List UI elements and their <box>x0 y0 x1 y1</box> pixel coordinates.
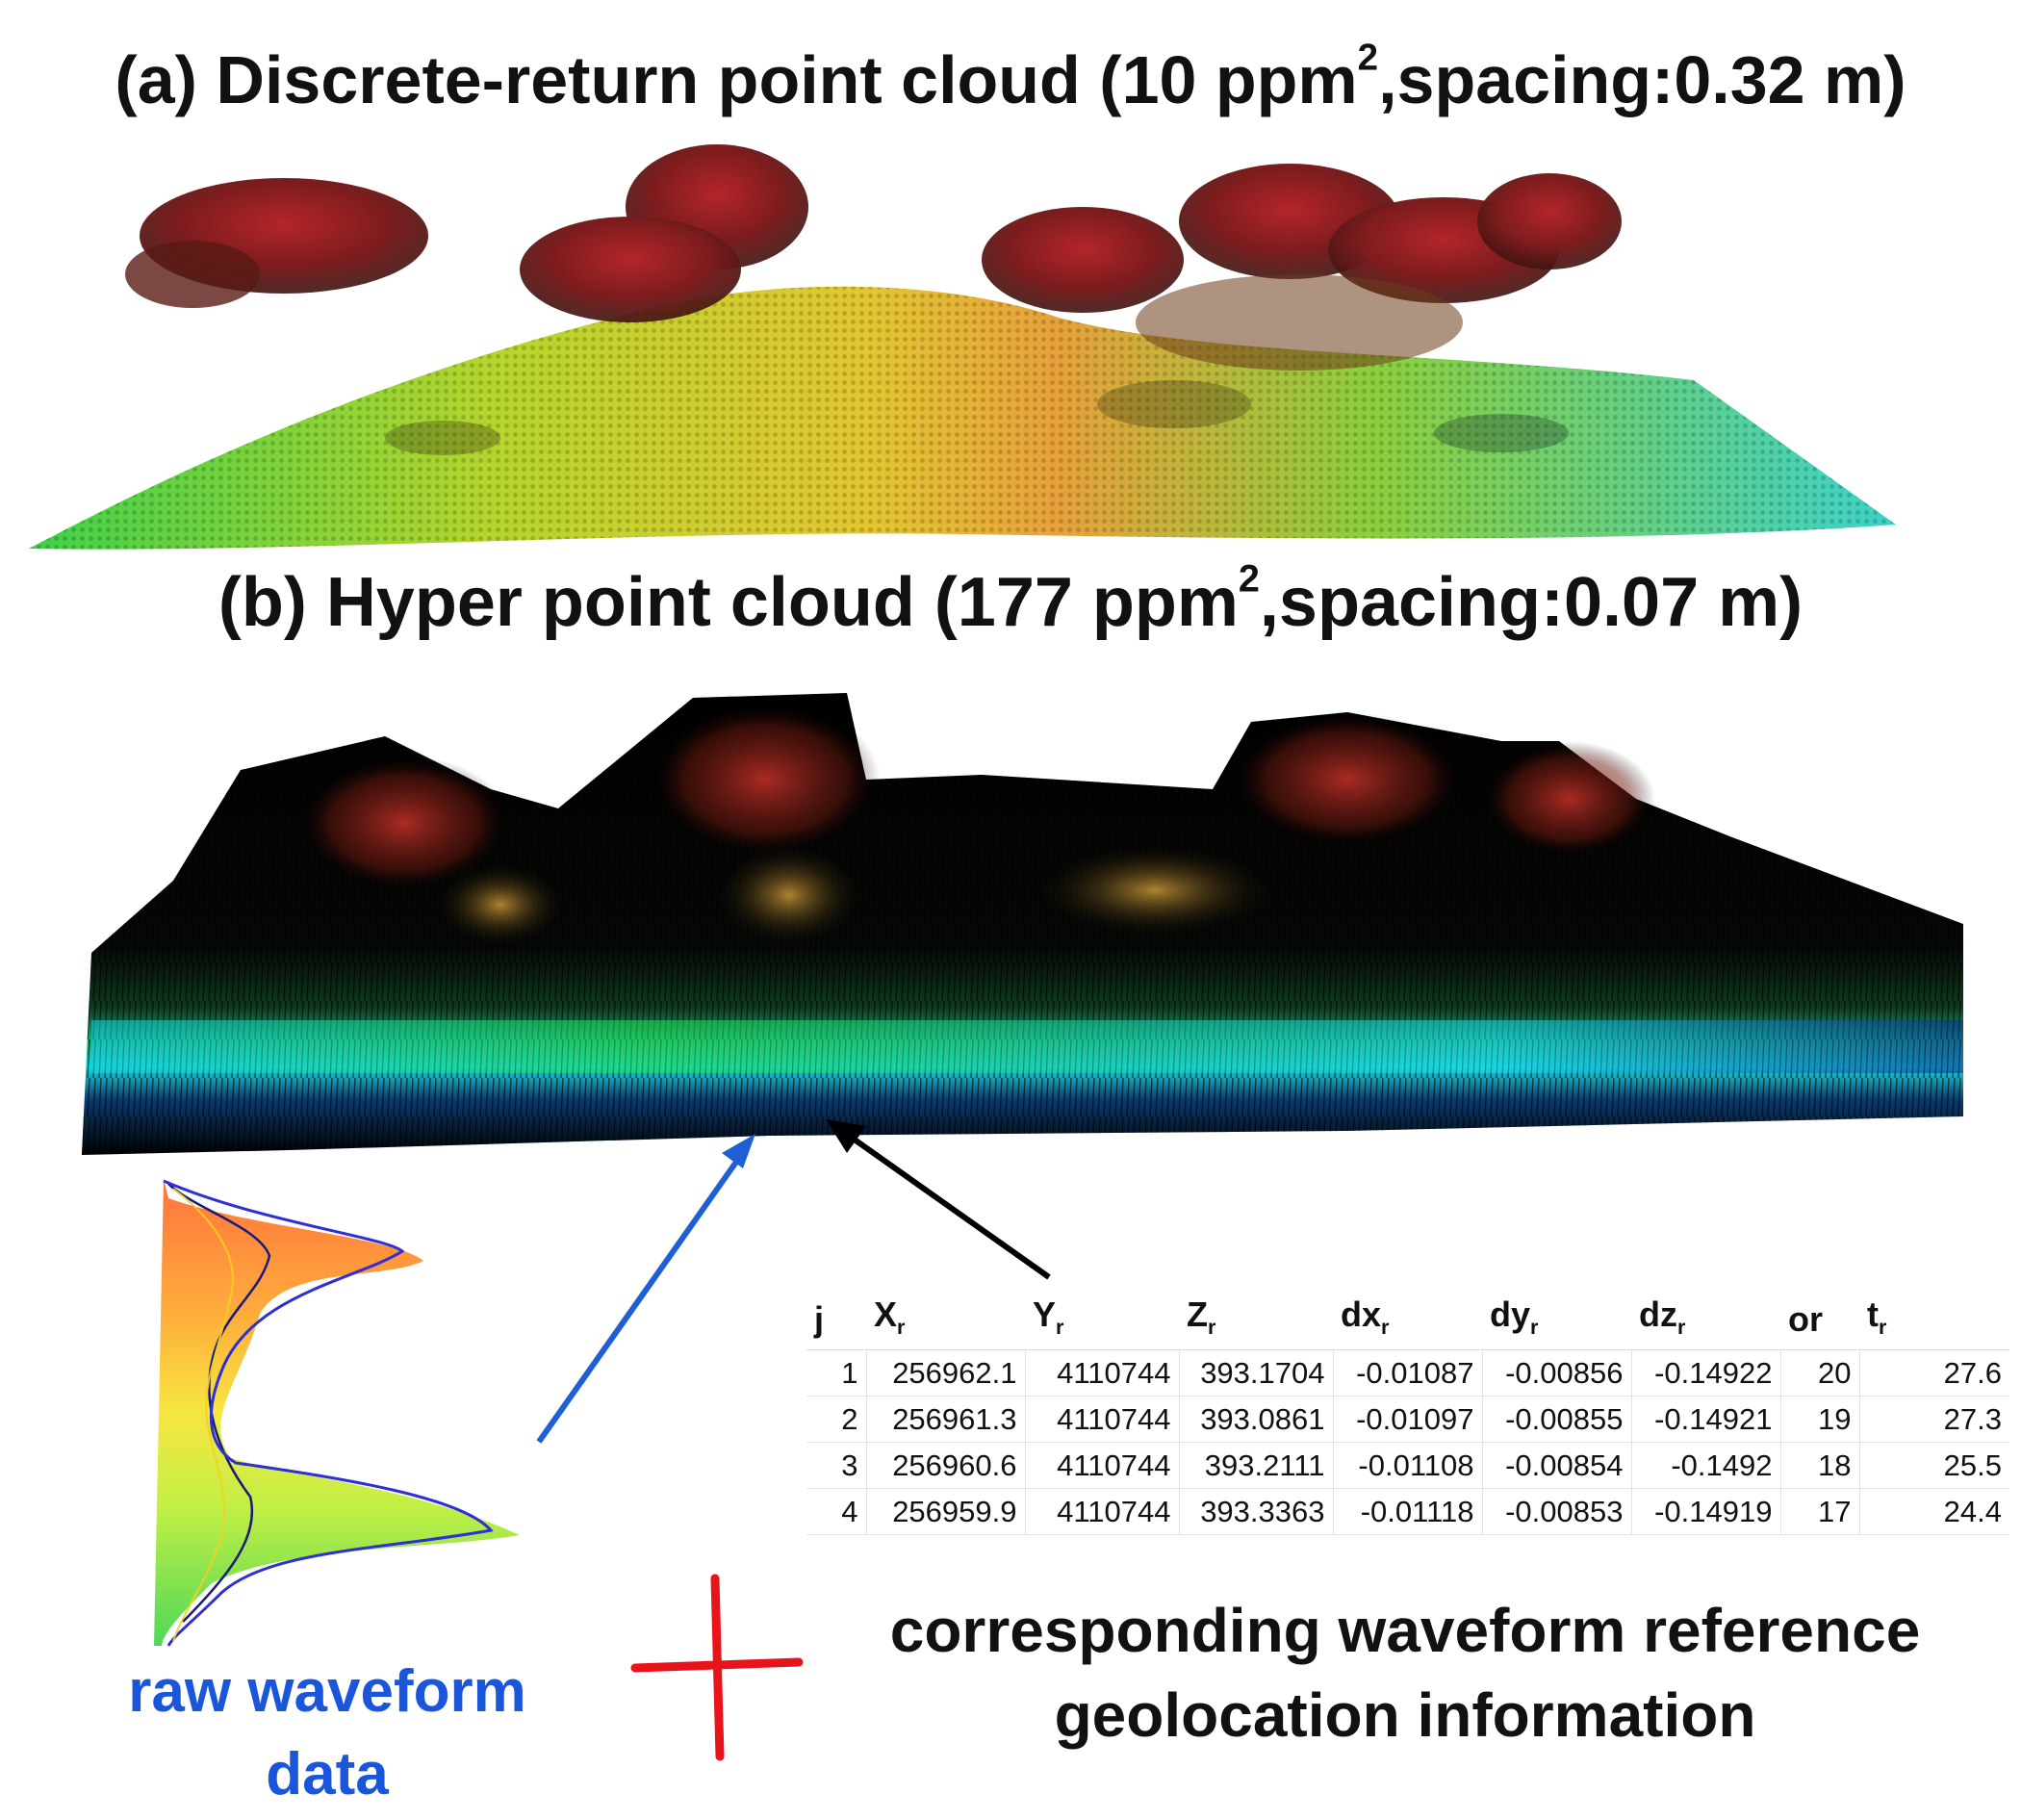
raw-waveform-label-line2: data <box>266 1741 389 1807</box>
waveform-envelope <box>154 1179 520 1646</box>
table-header-cell: dyr <box>1482 1272 1631 1350</box>
table-cell: -0.14922 <box>1631 1349 1781 1397</box>
red-plus-horizontal <box>630 1657 804 1673</box>
raw-waveform-label-line1: raw waveform <box>128 1658 526 1725</box>
table-header-cell: Xr <box>866 1272 1025 1350</box>
table-header-row: j Xr Yr Zr dxr dyr dzr or tr <box>806 1272 2009 1350</box>
table-header-cell: Yr <box>1025 1272 1179 1350</box>
table-header-cell: dzr <box>1631 1272 1780 1350</box>
hyper-point-cloud <box>82 693 1963 1155</box>
table-cell: -0.01097 <box>1333 1396 1483 1443</box>
table-cell: -0.00856 <box>1482 1349 1632 1397</box>
table-row: 4 256959.9 4110744 393.3363 -0.01118 -0.00853… <box>806 1488 2009 1535</box>
table-cell: 27.3 <box>1859 1396 2009 1443</box>
table-cell: 1 <box>806 1349 867 1397</box>
black-arrow-head <box>826 1119 866 1153</box>
table-header-cell: Zr <box>1179 1272 1333 1350</box>
table-cell: 27.6 <box>1859 1349 2009 1397</box>
blue-arrow-shaft <box>536 1156 742 1444</box>
table-cell: 256961.3 <box>866 1396 1026 1443</box>
table-cell: 256959.9 <box>866 1488 1026 1535</box>
table-cell: 4110744 <box>1025 1349 1180 1397</box>
hyper-canopy-highlights <box>298 703 1655 948</box>
table-cell: -0.00855 <box>1482 1396 1632 1443</box>
table-cell: 20 <box>1780 1349 1860 1397</box>
tree-canopies <box>125 144 1622 455</box>
raw-waveform-label: raw waveform data <box>58 1651 597 1816</box>
geolocation-table: j Xr Yr Zr dxr dyr dzr or tr 1 256962.1 4110744 393… <box>806 1272 2009 1535</box>
table-cell: 393.1704 <box>1179 1349 1334 1397</box>
table-cell: -0.1492 <box>1631 1442 1781 1489</box>
title-b: (b) Hyper point cloud (177 ppm2,spacing:… <box>217 557 1804 641</box>
table-cell: 4110744 <box>1025 1442 1180 1489</box>
table-row: 2 256961.3 4110744 393.0861 -0.01097 -0.00855… <box>806 1396 2009 1443</box>
waveform-mean-line <box>167 1183 271 1623</box>
blue-arrow-head <box>722 1134 755 1168</box>
table-cell: 19 <box>1780 1396 1860 1443</box>
table-header-cell: tr <box>1859 1272 2009 1350</box>
table-cell: -0.01087 <box>1333 1349 1483 1397</box>
title-a: (a) Discrete-return point cloud (10 ppm2… <box>115 37 1906 117</box>
waveform-plot <box>154 1179 520 1647</box>
table-cell: -0.00854 <box>1482 1442 1632 1489</box>
geolocation-info-label-line2: geolocation information <box>1054 1680 1756 1750</box>
table-cell: 393.2111 <box>1179 1442 1334 1489</box>
table-cell: 3 <box>806 1442 867 1489</box>
table-row: 1 256962.1 4110744 393.1704 -0.01087 -0.00856… <box>806 1349 2009 1397</box>
table-cell: -0.01108 <box>1333 1442 1483 1489</box>
table-cell: -0.00853 <box>1482 1488 1632 1535</box>
table-cell: 393.0861 <box>1179 1396 1334 1443</box>
discrete-point-cloud <box>29 144 1896 550</box>
table-cell: -0.14919 <box>1631 1488 1781 1535</box>
table-cell: 2 <box>806 1396 867 1443</box>
table-cell: 17 <box>1780 1488 1860 1535</box>
table-cell: -0.14921 <box>1631 1396 1781 1443</box>
table-cell: 256962.1 <box>866 1349 1026 1397</box>
table-body: 1 256962.1 4110744 393.1704 -0.01087 -0.00856… <box>806 1349 2009 1535</box>
table-cell: 24.4 <box>1859 1488 2009 1535</box>
table-cell: 18 <box>1780 1442 1860 1489</box>
table-header-cell: dxr <box>1333 1272 1482 1350</box>
table-cell: -0.01118 <box>1333 1488 1483 1535</box>
waveform-max-line <box>163 1179 494 1647</box>
geolocation-info-label-line1: corresponding waveform reference <box>889 1596 1921 1665</box>
table-header-cell: j <box>806 1272 866 1350</box>
table-cell: 256960.6 <box>866 1442 1026 1489</box>
table-cell: 4110744 <box>1025 1396 1180 1443</box>
table-row: 3 256960.6 4110744 393.2111 -0.01108 -0.00854… <box>806 1442 2009 1489</box>
black-arrow-shaft <box>850 1135 1051 1280</box>
geolocation-table-wrap: j Xr Yr Zr dxr dyr dzr or tr 1 256962.1 4110744 393… <box>806 1272 2009 1535</box>
table-cell: 25.5 <box>1859 1442 2009 1489</box>
table-cell: 393.3363 <box>1179 1488 1334 1535</box>
table-cell: 4 <box>806 1488 867 1535</box>
table-header-cell: or <box>1780 1272 1859 1350</box>
geolocation-info-label: corresponding waveform reference geoloca… <box>789 1588 2021 1757</box>
table-cell: 4110744 <box>1025 1488 1180 1535</box>
